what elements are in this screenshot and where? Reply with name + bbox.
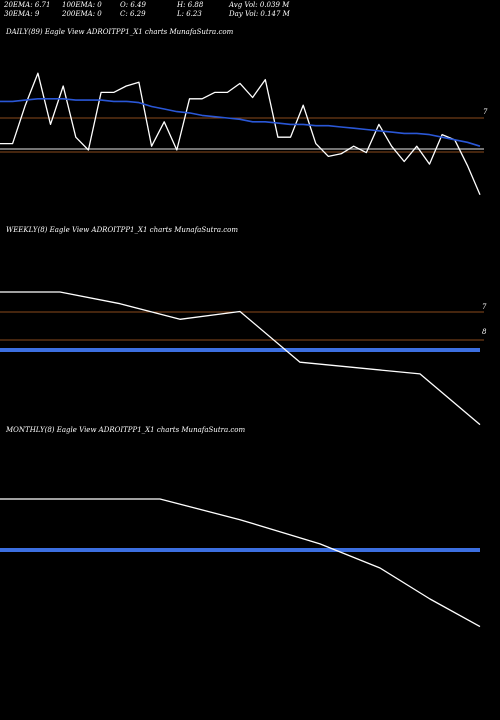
monthly-chart-title: MONTHLY(8) Eagle View ADROITPP1_X1 chart… xyxy=(6,426,246,434)
weekly-ema-band xyxy=(0,348,480,352)
monthly-price-line xyxy=(0,498,481,628)
weekly-price-line xyxy=(0,291,481,426)
header-low: L: 6.23 xyxy=(177,10,202,18)
header-20ema: 20EMA: 6.71 xyxy=(4,1,51,9)
header-100ema: 100EMA: 0 xyxy=(62,1,102,9)
header-30ema: 30EMA: 9 xyxy=(4,10,40,18)
daily-ema-line xyxy=(0,98,481,147)
daily-ytick-label: 7 xyxy=(483,108,488,116)
weekly-ytick-label: 8 xyxy=(482,328,487,336)
header-open: O: 6.49 xyxy=(120,1,146,9)
daily-chart-title: DAILY(89) Eagle View ADROITPP1_X1 charts… xyxy=(6,28,234,36)
header-day-vol: Day Vol: 0.147 M xyxy=(229,10,290,18)
header-high: H: 6.88 xyxy=(177,1,204,9)
header-close: C: 6.29 xyxy=(120,10,146,18)
monthly-ema-band xyxy=(0,548,480,552)
header-avg-vol: Avg Vol: 0.039 M xyxy=(229,1,290,9)
weekly-chart-title: WEEKLY(8) Eagle View ADROITPP1_X1 charts… xyxy=(6,226,238,234)
daily-price-line xyxy=(0,72,481,196)
header-200ema: 200EMA: 0 xyxy=(62,10,102,18)
weekly-ytick-label: 7 xyxy=(482,303,487,311)
